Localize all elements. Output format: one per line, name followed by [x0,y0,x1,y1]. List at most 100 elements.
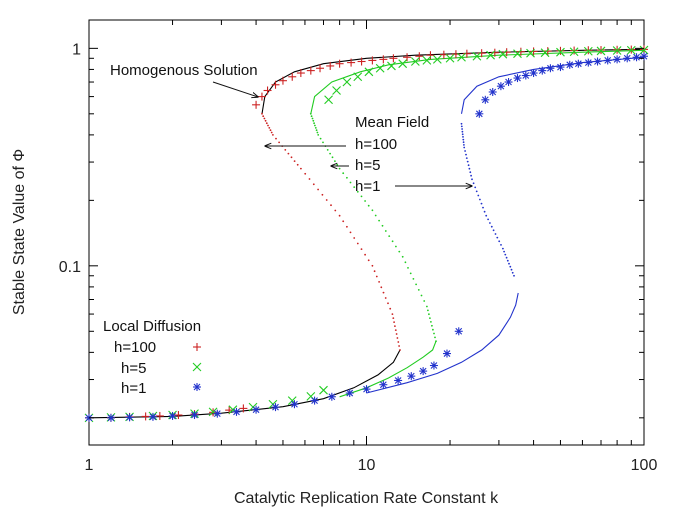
mean-field-dot [309,112,312,115]
data-point-h100 [155,411,164,420]
mean-field-dot [460,125,463,128]
data-point-h5 [422,56,432,65]
local-diffusion-points [84,45,649,423]
mean-field-dot [262,115,265,118]
mean-field-dot [489,222,491,224]
data-point-h100 [306,66,315,75]
data-point-h100 [263,86,272,95]
data-point-h100 [174,411,183,420]
data-point-h100 [239,404,248,413]
mean-field-h1-solid-1 [460,56,645,114]
y-tick-label: 1 [72,41,81,58]
mean-field-dot [374,214,377,217]
mean-field-dot [268,127,271,129]
mean-field-dot [470,174,472,177]
data-point-h1 [327,392,336,401]
mean-field-dot [434,336,436,339]
data-point-h100 [335,59,344,68]
mean-field-dot [503,250,505,253]
mean-field-dot [316,131,319,134]
data-point-h5 [432,54,442,64]
data-point-h5 [332,86,341,95]
mean-field-dot [278,141,280,144]
mean-field-dot [349,231,352,234]
data-point-h100 [278,76,287,85]
mean-field-dot [313,122,315,125]
data-point-h100 [141,412,150,421]
mean-field-dot [308,178,311,180]
data-point-h100 [296,69,305,78]
data-point-h100 [415,52,424,61]
data-point-h1 [232,407,241,416]
mean-field-dot [420,294,423,297]
mean-field-dot [435,340,437,343]
mean-field-curves [88,48,645,419]
mean-field-dot [342,220,345,223]
mean-field-dot [336,163,339,166]
mean-field-dot [311,117,314,120]
annotation-homogenous-solution: Homogenous Solution [110,62,258,79]
mean-field-dot [460,122,463,125]
mean-field-dot [364,253,366,256]
data-point-h100 [357,57,366,66]
mean-field-h100-solid-0 [88,349,401,419]
y-axis-label: Stable State Value of Φ [11,149,28,315]
mean-field-dot [417,289,420,291]
mean-field-dot [290,156,293,159]
legend-label-h1: h=1 [121,380,146,397]
mean-field-dot [346,176,348,179]
data-point-h100 [584,46,593,55]
legend-markers [192,343,202,391]
mean-field-dot [508,262,510,265]
legend-marker-h1 [193,383,201,391]
mean-field-dot [381,224,384,227]
mean-field-dot [329,152,331,155]
mean-field-dot [461,128,463,130]
data-point-h1 [574,59,583,68]
mean-field-dot [485,214,488,217]
mean-field-dot [353,186,356,189]
data-point-h100 [516,47,525,56]
mean-field-dot [391,313,394,315]
mean-field-dot [431,324,433,327]
x-tick-label: 100 [631,457,658,474]
mean-field-dot [284,149,287,151]
data-point-h100 [462,49,471,58]
mean-field-dot [272,134,274,136]
data-point-h5 [569,47,579,57]
mean-field-dot [500,244,502,246]
mean-field-dot [468,167,471,170]
mean-field-dot [509,265,512,268]
mean-field-dot [364,200,366,202]
mean-field-dot [334,209,337,212]
data-point-h100 [368,56,377,65]
legend-marker-h5 [192,362,202,372]
data-point-h1 [252,405,261,414]
data-point-h1 [407,372,416,381]
mean-field-dot [462,136,464,138]
mean-field-dot [356,190,359,193]
data-point-h1 [488,87,497,96]
data-point-h1 [538,66,547,75]
data-point-h100 [597,46,606,55]
data-point-h100 [288,72,297,81]
mean-field-dot [371,264,374,267]
mean-field-dot [510,268,513,271]
x-axis-label: Catalytic Replication Rate Constant k [234,490,499,507]
mean-field-dot [270,131,273,134]
mean-field-dot [467,164,470,167]
mean-field-dot [483,210,486,213]
data-point-h1 [640,52,648,61]
mean-field-dot [505,256,508,259]
data-point-h1 [632,53,641,62]
data-point-h100 [502,48,511,57]
mean-field-dot [487,218,489,221]
mean-field-dot [384,297,387,299]
data-point-h5 [526,48,535,58]
data-point-h1 [454,327,463,336]
mean-field-dot [428,313,430,316]
data-point-h1 [419,367,428,376]
data-point-h1 [429,361,438,370]
mean-field-dot [426,305,428,308]
data-point-h1 [271,403,280,412]
